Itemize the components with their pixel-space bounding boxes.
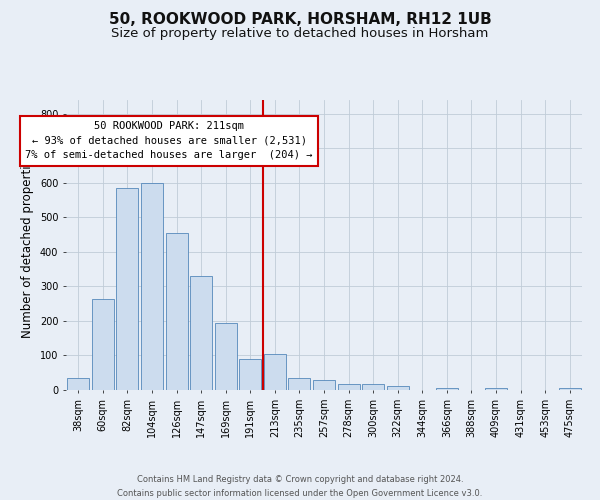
Bar [313, 380, 335, 390]
Text: Size of property relative to detached houses in Horsham: Size of property relative to detached ho… [112, 28, 488, 40]
Bar [559, 388, 581, 390]
Bar [338, 384, 359, 390]
Bar [166, 233, 188, 390]
Text: 50 ROOKWOOD PARK: 211sqm
← 93% of detached houses are smaller (2,531)
7% of semi: 50 ROOKWOOD PARK: 211sqm ← 93% of detach… [25, 120, 313, 160]
Bar [386, 386, 409, 390]
Bar [485, 388, 507, 390]
Bar [116, 188, 139, 390]
Bar [362, 384, 384, 390]
Bar [289, 378, 310, 390]
Text: 50, ROOKWOOD PARK, HORSHAM, RH12 1UB: 50, ROOKWOOD PARK, HORSHAM, RH12 1UB [109, 12, 491, 28]
Bar [141, 183, 163, 390]
Bar [436, 388, 458, 390]
Y-axis label: Number of detached properties: Number of detached properties [22, 152, 34, 338]
Bar [239, 359, 262, 390]
Bar [190, 276, 212, 390]
Bar [215, 322, 237, 390]
Bar [92, 298, 114, 390]
Bar [67, 378, 89, 390]
Text: Contains HM Land Registry data © Crown copyright and database right 2024.
Contai: Contains HM Land Registry data © Crown c… [118, 476, 482, 498]
Bar [264, 354, 286, 390]
